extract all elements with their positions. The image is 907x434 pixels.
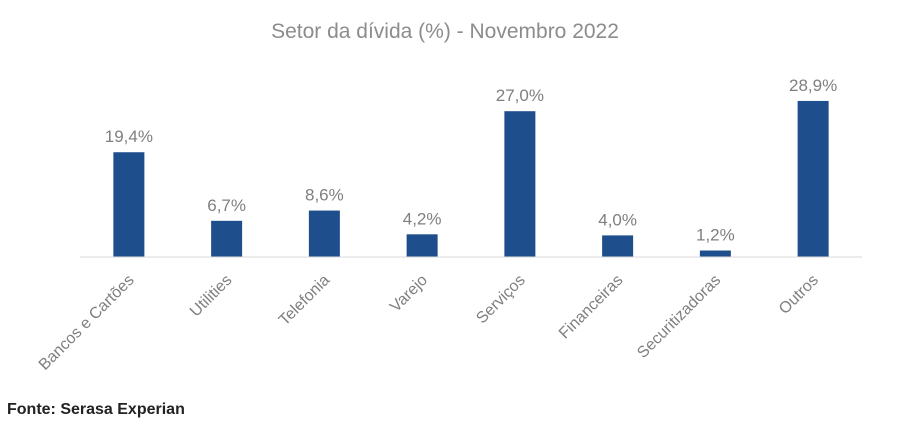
value-label-0: 19,4% xyxy=(105,127,153,146)
value-labels-group: 19,4% 6,7% 8,6% 4,2% 27,0% 4,0% 1,2% 28,9% xyxy=(105,76,837,245)
bar-3 xyxy=(406,234,438,257)
category-label-5: Financeiras xyxy=(556,272,627,343)
category-label-2: Telefonia xyxy=(276,272,333,329)
bar-0 xyxy=(113,152,145,257)
bar-4 xyxy=(504,111,536,257)
chart-title: Setor da dívida (%) - Novembro 2022 xyxy=(271,20,619,43)
category-label-3: Varejo xyxy=(387,272,431,316)
value-label-2: 8,6% xyxy=(305,186,344,205)
bar-1 xyxy=(211,220,243,257)
bars-group xyxy=(113,100,829,257)
category-label-4: Serviços xyxy=(473,272,528,327)
category-label-0: Bancos e Cartões xyxy=(36,272,138,374)
value-label-5: 4,0% xyxy=(598,210,637,229)
category-label-7: Outros xyxy=(776,272,822,318)
category-label-1: Utilities xyxy=(187,272,235,320)
bar-2 xyxy=(308,210,340,257)
value-label-3: 4,2% xyxy=(403,209,442,228)
value-label-4: 27,0% xyxy=(496,86,544,105)
bar-chart: Setor da dívida (%) - Novembro 2022 19,4… xyxy=(36,20,862,374)
category-label-6: Securitizadoras xyxy=(634,272,724,362)
value-label-7: 28,9% xyxy=(789,76,837,95)
value-label-6: 1,2% xyxy=(696,226,735,245)
bar-6 xyxy=(699,250,731,257)
source-note: Fonte: Serasa Experian xyxy=(7,401,185,418)
category-labels-group: Bancos e Cartões Utilities Telefonia Varejo… xyxy=(36,272,822,374)
bar-5 xyxy=(602,235,634,257)
value-label-1: 6,7% xyxy=(207,196,246,215)
bar-7 xyxy=(797,100,829,257)
